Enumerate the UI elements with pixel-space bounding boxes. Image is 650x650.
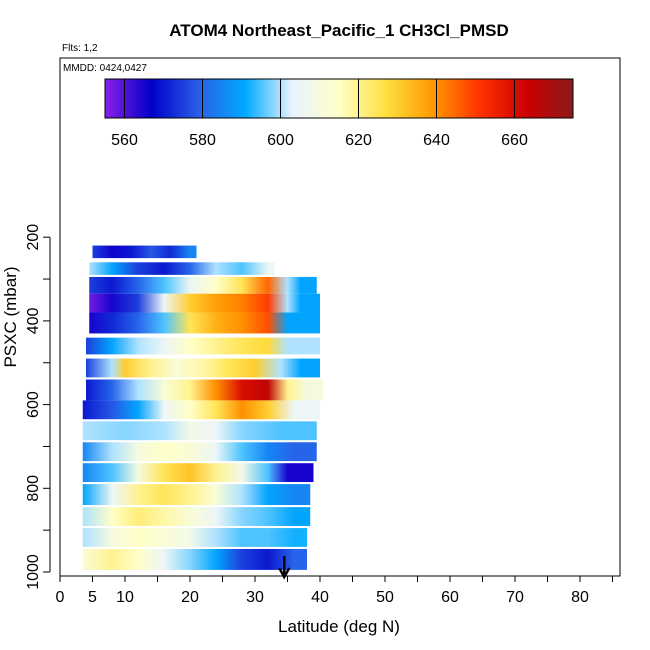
heatmap-layer [82,400,320,420]
y-tick-label: 400 [25,307,42,334]
dates-annotation: MMDD: 0424,0427 [63,63,147,74]
y-tick-label: 1000 [25,554,42,590]
x-axis-label: Latitude (deg N) [278,617,400,636]
marker-head [278,567,291,580]
x-tick-label: 20 [181,589,199,606]
heatmap-layer [82,507,311,526]
heatmap-layer [86,379,324,401]
heatmap-layer [92,245,197,259]
location-marker [278,556,291,580]
colorbar-tick-label: 580 [189,132,216,149]
colorbar-tick-label: 640 [423,132,450,149]
heatmap-layer [89,276,317,294]
y-tick-label: 800 [25,475,42,502]
x-tick-label: 80 [571,589,589,606]
heatmap-layer [82,528,307,547]
x-tick-label: 0 [56,589,65,606]
colorbar-tick-label: 560 [111,132,138,149]
heatmap-layer [82,442,317,462]
x-tick-label: 50 [376,589,394,606]
x-tick-label: 30 [246,589,264,606]
plot-frame [59,57,621,577]
heatmap-layer [82,463,314,483]
chart-title: ATOM4 Northeast_Pacific_1 CH3Cl_PMSD [169,21,508,40]
heatmap-layer [86,337,320,355]
heatmap-layer [89,293,320,313]
heatmap-layer [82,484,311,506]
heatmap-layer [82,421,317,441]
heatmap-layer [89,312,320,334]
heatmap-layer [86,358,320,378]
colorbar: 560 580 600 620 640 660 [104,78,574,149]
colorbar-bar [104,78,574,119]
x-tick-label: 5 [88,589,97,606]
heatmap-layer [82,548,307,570]
x-tick-label: 70 [506,589,524,606]
heatmap-layer [89,262,275,275]
x-tick-label: 60 [441,589,459,606]
x-tick-label: 10 [116,589,134,606]
colorbar-tick-label: 660 [501,132,528,149]
colorbar-tick-label: 620 [345,132,372,149]
y-axis-label: PSXC (mbar) [1,266,20,367]
heatmap-layers [82,245,324,570]
colorbar-tick-label: 600 [267,132,294,149]
x-tick-label: 40 [311,589,329,606]
axes: 0 5 10 20 30 40 50 60 70 80 200 400 600 800 1000 [25,224,613,606]
flights-annotation: Flts: 1,2 [62,43,98,54]
y-tick-label: 200 [25,224,42,251]
y-tick-label: 600 [25,391,42,418]
